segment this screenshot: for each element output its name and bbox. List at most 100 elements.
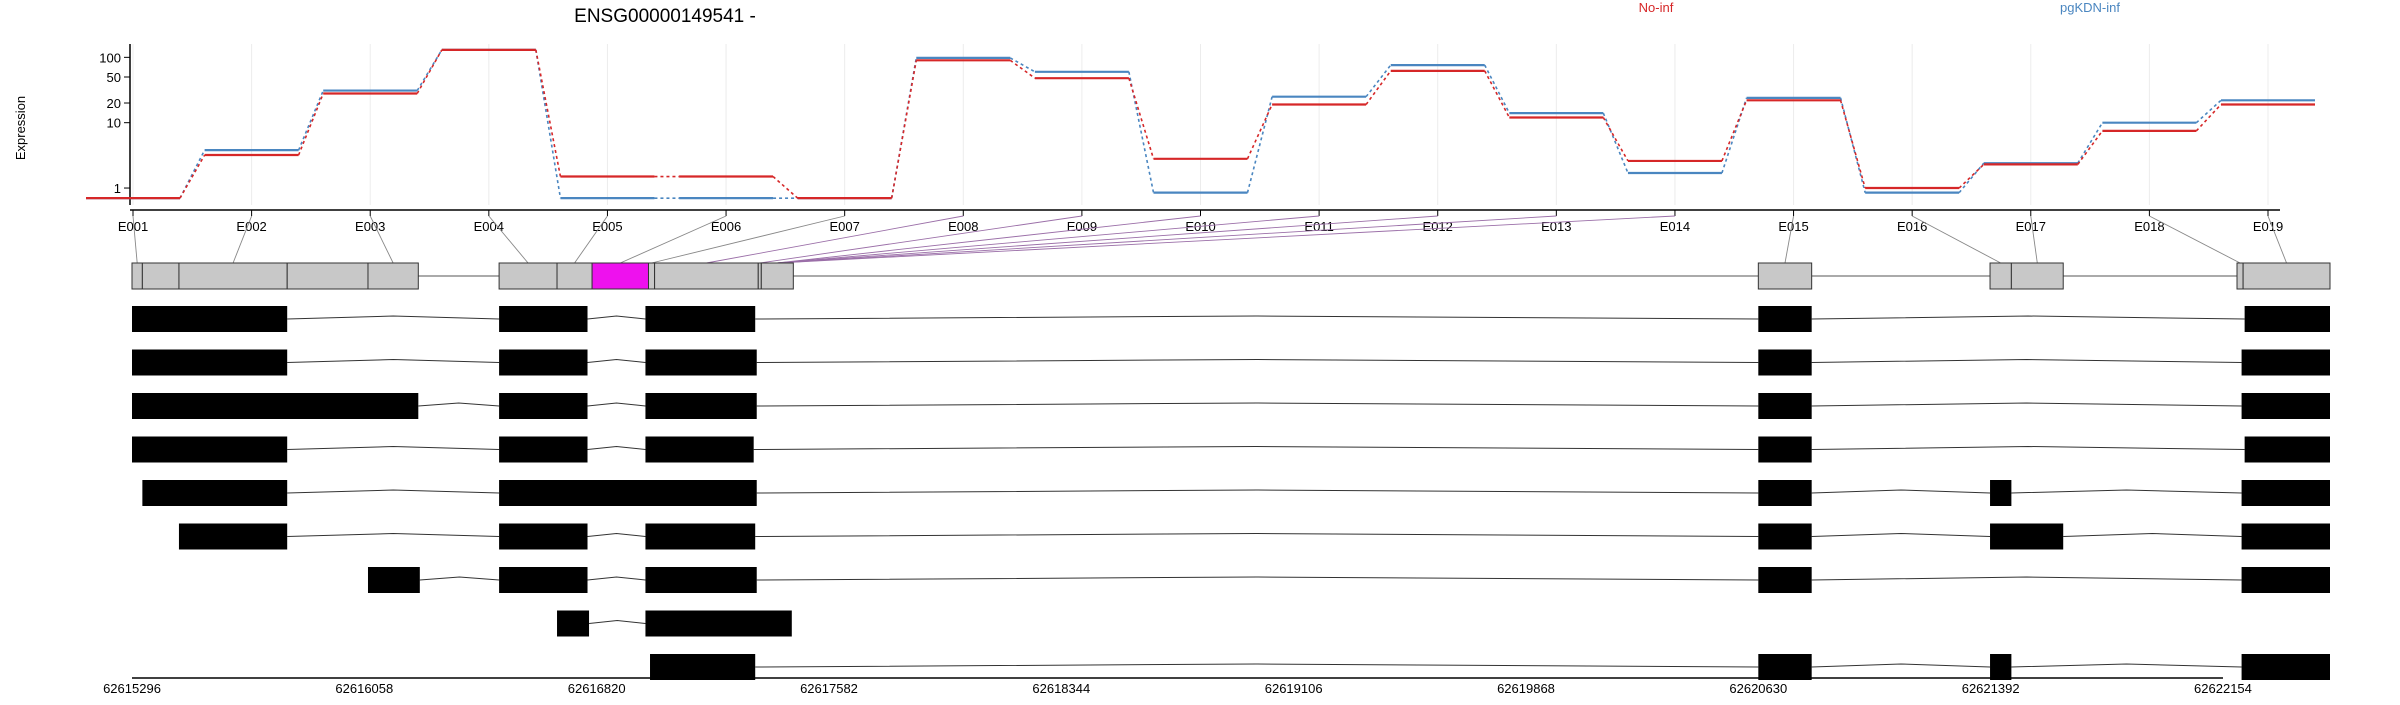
coordinate-tick-label: 62622154	[2194, 681, 2252, 696]
transcript-9-intron	[755, 663, 1759, 668]
exon-connector-line	[777, 215, 1557, 264]
legend-entry-no-inf[interactable]: No-inf	[1639, 0, 1674, 15]
transcript-7-intron	[587, 576, 646, 581]
series-1-connector	[1602, 112, 1629, 174]
transcript-5-intron	[2011, 489, 2242, 494]
transcript-6-exon	[645, 523, 756, 550]
exon-bin	[141, 262, 180, 290]
transcript-5-exon	[142, 480, 288, 506]
series-0-connector	[297, 93, 324, 156]
transcript-6-exon	[1758, 523, 1812, 550]
transcript-4-exon	[645, 436, 754, 463]
x-tick-label: E017	[2016, 219, 2046, 234]
transcript-7-exon	[1758, 567, 1812, 593]
x-tick-label: E005	[592, 219, 622, 234]
x-tick-label: E018	[2134, 219, 2164, 234]
transcript-8-intron	[588, 619, 646, 624]
exon-connector-line	[369, 215, 394, 264]
exon-bin	[760, 262, 794, 290]
transcript-6-exon	[178, 523, 288, 550]
transcript-8-exon	[645, 610, 792, 637]
series-0-connector	[1246, 104, 1273, 160]
exon-bin	[2010, 262, 2064, 290]
series-1-connector	[1721, 97, 1748, 174]
x-tick-label: E004	[474, 219, 504, 234]
coordinate-axis-layer: 62615296 62616058 62616820 62617582 62618344…	[103, 677, 2252, 696]
exon-connector-line	[777, 215, 1675, 264]
exon-bin	[591, 262, 649, 290]
y-tick-label: 50	[107, 70, 121, 85]
series-0-connector	[1365, 70, 1392, 105]
transcript-8-exon	[557, 610, 590, 637]
x-tick-label: E011	[1304, 219, 1333, 234]
transcript-6-exon	[2241, 523, 2330, 550]
exon-bin	[498, 262, 558, 290]
coordinate-tick-label: 62619106	[1265, 681, 1323, 696]
chart-title: ENSG00000149541 -	[574, 6, 756, 27]
series-0-connector	[416, 49, 443, 94]
transcript-3-intron	[756, 402, 1759, 407]
exon-bin	[178, 262, 288, 290]
transcript-1-exon	[645, 306, 756, 332]
transcripts-layer	[132, 306, 2330, 680]
exon-connector-line	[132, 215, 138, 264]
series-1-connector	[416, 49, 443, 91]
transcript-5-intron	[287, 489, 500, 494]
transcript-4-intron	[587, 445, 646, 450]
x-tick-label: E015	[1778, 219, 1808, 234]
coordinate-tick-label: 62621392	[1962, 681, 2020, 696]
series-0-connector	[1484, 70, 1511, 118]
series-1-connector	[1839, 97, 1866, 193]
transcript-9-exon	[2241, 654, 2330, 680]
transcript-3-intron	[418, 402, 500, 407]
x-tick-label: E012	[1423, 219, 1453, 234]
exon-connector-line	[651, 215, 845, 264]
transcript-9-exon	[1990, 654, 2012, 680]
series-0-connector	[535, 49, 562, 177]
transcript-5-exon	[1758, 480, 1812, 506]
exon-connector-line	[777, 215, 1438, 264]
series-1-connector	[297, 90, 324, 151]
series-layer	[86, 48, 2315, 200]
y-tick-label: 100	[99, 50, 121, 65]
transcript-4-exon	[1758, 436, 1812, 463]
transcript-7-exon	[645, 567, 757, 593]
series-0-connector	[2195, 103, 2222, 132]
x-tick-label: E006	[711, 219, 741, 234]
y-tick-label: 1	[114, 181, 121, 196]
transcript-9-intron	[1811, 663, 1991, 668]
transcript-2-exon	[132, 349, 288, 376]
coordinate-tick-label: 62620630	[1729, 681, 1787, 696]
transcript-2-intron	[287, 358, 500, 363]
exon-bin	[2236, 262, 2244, 290]
x-tick-label: E008	[948, 219, 978, 234]
series-0-connector	[1128, 77, 1155, 160]
coordinate-tick-label: 62619868	[1497, 681, 1555, 696]
exon-connector-line	[488, 215, 529, 264]
transcript-5-exon	[499, 480, 757, 506]
transcript-6-exon	[499, 523, 588, 550]
transcript-1-intron	[1811, 315, 2245, 320]
transcript-9-intron	[2011, 663, 2242, 668]
transcript-2-exon	[1758, 349, 1812, 376]
legend-entry-pgkdn-inf[interactable]: pgKDN-inf	[2060, 0, 2120, 15]
x-tick-label: E016	[1897, 219, 1927, 234]
transcript-2-exon	[499, 349, 588, 376]
series-0-connector	[1602, 117, 1629, 162]
exon-connector-line	[1911, 215, 2001, 264]
transcript-6-intron	[587, 532, 646, 537]
x-tick-label: E009	[1067, 219, 1097, 234]
exon-connector-line	[1784, 215, 1794, 264]
transcript-3-intron	[587, 402, 646, 407]
transcript-1-intron	[755, 315, 1759, 320]
transcript-3-exon	[499, 393, 588, 419]
series-1-connector	[1246, 96, 1273, 193]
x-tick-label: E002	[236, 219, 266, 234]
exon-bin	[1757, 262, 1813, 290]
y-tick-label: 20	[107, 96, 121, 111]
coordinate-tick-label: 62615296	[103, 681, 161, 696]
series-1-connector	[1009, 57, 1036, 73]
transcript-1-exon	[499, 306, 588, 332]
